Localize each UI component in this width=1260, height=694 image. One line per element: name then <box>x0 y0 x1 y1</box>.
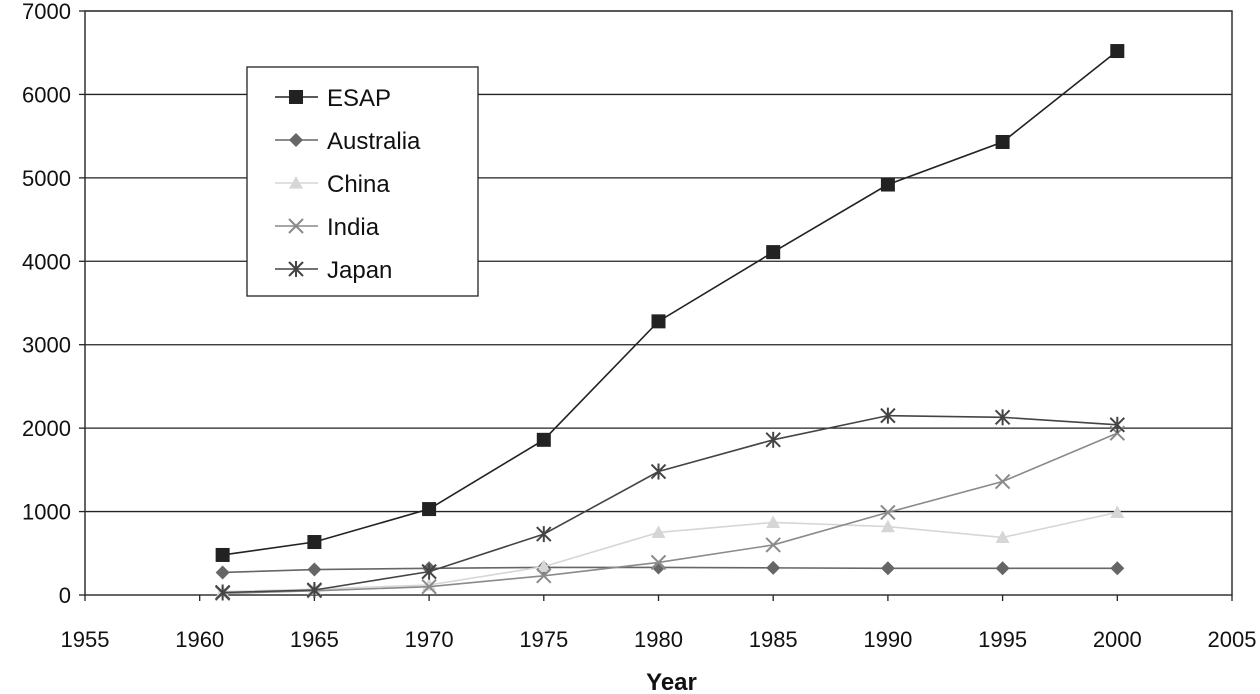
series-line-australia <box>222 566 1118 574</box>
legend-item-india: India <box>275 214 380 241</box>
legend-label: India <box>327 214 380 241</box>
legend-item-china: China <box>275 171 390 198</box>
data-point-japan <box>421 563 437 580</box>
x-tick-label: 1975 <box>519 627 568 652</box>
legend-marker-china <box>289 176 303 189</box>
legend-marker-esap <box>289 90 303 104</box>
data-point-india <box>421 578 437 595</box>
x-tick-label: 1965 <box>290 627 339 652</box>
data-point-japan <box>214 584 231 601</box>
data-point-japan <box>306 581 323 598</box>
data-point-australia <box>766 560 781 575</box>
data-point-esap <box>422 502 437 517</box>
legend-item-japan: Japan <box>275 257 392 284</box>
legend-label: ESAP <box>327 85 391 112</box>
legend-box <box>246 66 479 297</box>
data-point-esap <box>307 535 322 550</box>
series-australia <box>215 560 1125 580</box>
data-point-china <box>880 519 895 533</box>
x-tick-label: 1970 <box>405 627 454 652</box>
series-group <box>214 44 1126 602</box>
y-tick-label: 2000 <box>22 416 71 441</box>
y-axis: 0 1000 2000 3000 4000 5000 6000 7000 <box>22 0 85 608</box>
data-point-esap <box>766 245 781 260</box>
x-tick-label: 1960 <box>175 627 224 652</box>
data-point-australia <box>1110 561 1125 576</box>
data-point-india <box>880 504 896 521</box>
legend-label: Australia <box>327 128 421 155</box>
x-axis-title: Year <box>646 669 697 694</box>
series-line-japan <box>222 414 1118 594</box>
y-tick-label: 4000 <box>22 249 71 274</box>
data-point-australia <box>995 561 1010 576</box>
series-esap <box>215 44 1125 562</box>
legend-item-australia: Australia <box>275 128 421 155</box>
data-point-india <box>994 473 1011 490</box>
data-point-japan <box>880 407 896 424</box>
data-point-esap <box>1110 44 1125 59</box>
legend-item-esap: ESAP <box>275 85 391 112</box>
data-point-esap <box>995 134 1010 149</box>
data-point-japan <box>994 409 1011 426</box>
data-point-japan <box>1109 416 1126 433</box>
y-tick-label: 7000 <box>22 0 71 24</box>
data-point-esap <box>880 177 895 192</box>
data-point-japan <box>765 431 781 448</box>
y-tick-label: 5000 <box>22 166 71 191</box>
data-point-australia <box>215 565 230 580</box>
data-point-esap <box>215 547 230 562</box>
data-point-japan <box>536 526 552 543</box>
data-point-china <box>1110 505 1125 519</box>
series-japan <box>214 407 1126 601</box>
y-tick-label: 3000 <box>22 333 71 358</box>
data-point-china <box>536 559 551 573</box>
data-point-china <box>651 525 666 539</box>
x-axis: 1955 1960 1965 1970 1975 1980 1985 1990 1995 2000… <box>61 595 1257 652</box>
legend-label: China <box>327 171 390 198</box>
legend-marker-japan <box>288 261 304 277</box>
y-tick-label: 0 <box>59 583 71 608</box>
x-tick-label: 1980 <box>634 627 683 652</box>
legend-marker-australia <box>289 133 303 147</box>
data-point-india <box>765 537 781 553</box>
data-point-india <box>650 554 667 571</box>
x-tick-label: 1955 <box>61 627 110 652</box>
x-tick-label: 2000 <box>1093 627 1142 652</box>
y-tick-label: 1000 <box>22 500 71 525</box>
data-point-india <box>536 568 552 584</box>
series-india <box>214 425 1126 602</box>
x-tick-label: 1985 <box>749 627 798 652</box>
legend: ESAP Australia China India Japan <box>246 66 479 297</box>
series-line-china <box>222 511 1118 593</box>
data-point-esap <box>536 432 551 447</box>
data-point-china <box>766 515 781 529</box>
y-tick-label: 6000 <box>22 82 71 107</box>
x-tick-label: 1995 <box>978 627 1027 652</box>
data-point-japan <box>650 463 667 480</box>
x-tick-label: 2005 <box>1208 627 1257 652</box>
x-tick-label: 1990 <box>863 627 912 652</box>
legend-label: Japan <box>327 257 392 284</box>
data-point-australia <box>307 562 322 577</box>
data-point-australia <box>880 561 895 576</box>
data-point-esap <box>651 314 666 329</box>
data-point-china <box>995 530 1010 544</box>
legend-marker-india <box>288 218 304 234</box>
data-point-australia <box>651 560 666 575</box>
